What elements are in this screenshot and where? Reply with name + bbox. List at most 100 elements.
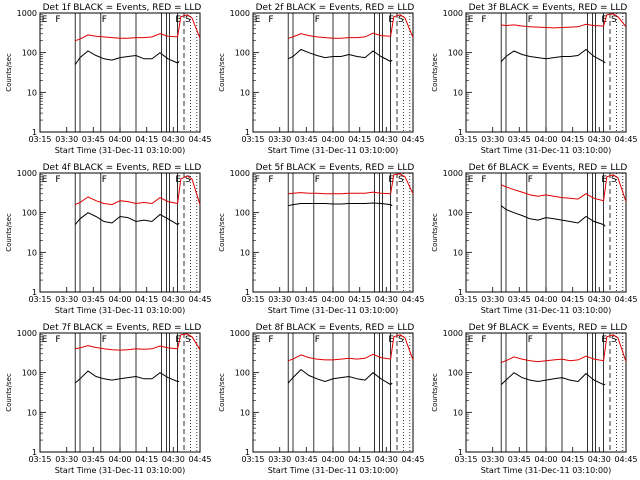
x-tick-label: 04:00 [108,135,131,144]
region-label: F [268,15,273,25]
x-tick-label: 04:15 [348,295,371,304]
series-line-events [74,370,180,384]
y-tick-label: 1 [458,128,463,137]
y-tick-label: 10 [27,408,37,417]
x-tick-label: 04:15 [135,135,158,144]
region-label: F [55,335,60,345]
x-axis-label: Start Time (31-Dec-11 03:10:00) [481,146,612,155]
chart-title: Det 9f BLACK = Events, RED = LLD [469,323,628,333]
region-label: E [42,15,48,25]
y-tick-label: 1000 [443,9,463,18]
y-tick-label: 1000 [443,329,463,338]
chart-panel-5: Det 5f BLACK = Events, RED = LLD F F F E S 1 10… [213,160,426,320]
y-tick-label: 1000 [443,169,463,178]
series-line-lld [501,334,627,363]
x-tick-label: 04:30 [162,135,185,144]
region-label: E [388,175,394,185]
y-axis-label: Counts/sec [218,213,226,252]
region-label: F [102,15,107,25]
y-tick-label: 100 [235,369,250,378]
series-line-lld [501,174,627,202]
x-axis-label: Start Time (31-Dec-11 03:10:00) [55,306,186,315]
y-tick-label: 100 [22,209,37,218]
x-tick-label: 03:45 [508,455,531,464]
x-tick-label: 04:30 [162,455,185,464]
y-tick-label: 10 [27,248,37,257]
y-tick-label: 10 [240,408,250,417]
x-tick-label: 03:45 [508,295,531,304]
region-label: F [481,15,486,25]
y-axis-label: Counts/sec [5,213,13,252]
series-line-lld [75,333,201,351]
region-label: E [601,15,607,25]
chart-title: Det 3f BLACK = Events, RED = LLD [469,3,628,13]
series-line-lld [501,13,627,29]
x-tick-label: 04:45 [188,135,211,144]
y-tick-label: 10 [453,408,463,417]
x-axis-label: Start Time (31-Dec-11 03:10:00) [55,146,186,155]
series-line-lld [74,175,201,206]
y-tick-label: 1 [32,128,37,137]
y-tick-label: 10 [240,88,250,97]
y-tick-label: 1000 [17,169,37,178]
x-tick-label: 04:45 [614,455,637,464]
y-tick-label: 1000 [230,329,250,338]
series-line-events [74,50,180,65]
x-tick-label: 03:45 [82,455,105,464]
y-tick-label: 1 [245,288,250,297]
x-tick-label: 04:00 [108,295,131,304]
series-line-events [74,212,180,226]
series-line-lld [288,14,414,39]
x-tick-label: 04:30 [375,295,398,304]
chart-title: Det 8f BLACK = Events, RED = LLD [256,323,415,333]
x-tick-label: 03:15 [241,135,264,144]
x-tick-label: 03:30 [481,295,504,304]
region-label: S [185,335,191,345]
x-tick-label: 04:30 [375,455,398,464]
region-label: F [102,335,107,345]
series-line-events [500,48,606,64]
x-tick-label: 04:45 [614,295,637,304]
y-axis-label: Counts/sec [218,373,226,412]
x-tick-label: 04:00 [534,135,557,144]
series-line-lld [288,334,414,362]
y-axis-label: Counts/sec [431,53,439,92]
x-tick-label: 03:15 [454,135,477,144]
x-tick-label: 03:45 [82,135,105,144]
x-tick-label: 03:30 [55,135,78,144]
region-label: F [55,15,60,25]
x-tick-label: 03:15 [28,135,51,144]
x-axis-label: Start Time (31-Dec-11 03:10:00) [481,306,612,315]
region-label: F [268,175,273,185]
series-line-lld [75,14,201,42]
chart-title: Det 1f BLACK = Events, RED = LLD [43,3,202,13]
x-tick-label: 04:15 [561,295,584,304]
y-axis-label: Counts/sec [5,373,13,412]
chart-panel-3: Det 3f BLACK = Events, RED = LLD E F F E S 1 10… [426,0,639,160]
region-label: S [611,335,617,345]
series-line-events [287,368,393,386]
x-tick-label: 04:15 [348,455,371,464]
x-tick-label: 03:30 [481,455,504,464]
x-tick-label: 03:15 [28,455,51,464]
x-tick-label: 04:15 [135,455,158,464]
y-axis-label: Counts/sec [431,373,439,412]
y-tick-label: 100 [22,49,37,58]
x-tick-label: 04:15 [348,135,371,144]
region-label: E [388,15,394,25]
y-tick-label: 1 [458,288,463,297]
series-line-events [287,48,393,63]
y-tick-label: 1000 [17,9,37,18]
y-tick-label: 100 [448,209,463,218]
region-label: F [315,335,320,345]
y-tick-label: 1 [32,448,37,457]
x-tick-label: 03:15 [454,295,477,304]
y-tick-label: 1000 [17,329,37,338]
region-label: F [315,15,320,25]
